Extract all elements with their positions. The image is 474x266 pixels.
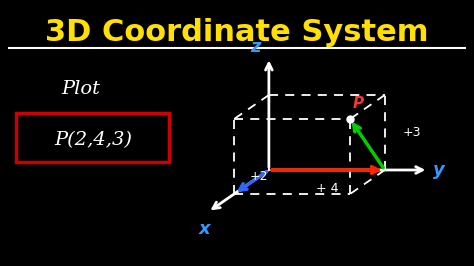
Text: y: y xyxy=(433,161,445,179)
Text: +3: +3 xyxy=(402,126,420,139)
Text: + 4: + 4 xyxy=(316,181,338,194)
Text: P(2,4,3): P(2,4,3) xyxy=(54,131,132,149)
Text: P: P xyxy=(353,96,364,111)
Text: x: x xyxy=(198,220,210,238)
Text: +2: +2 xyxy=(250,169,268,182)
Text: Plot: Plot xyxy=(61,80,100,98)
Text: z: z xyxy=(251,38,261,56)
Text: 3D Coordinate System: 3D Coordinate System xyxy=(45,18,429,47)
